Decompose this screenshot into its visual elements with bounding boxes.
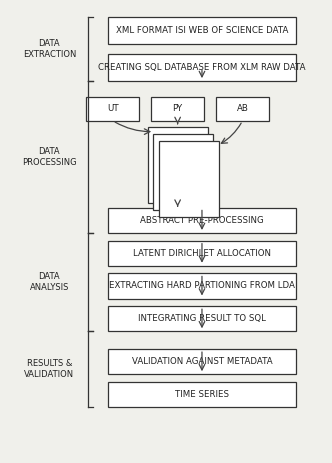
FancyBboxPatch shape — [108, 382, 296, 407]
FancyBboxPatch shape — [108, 273, 296, 299]
Text: LATENT DIRICHLET ALLOCATION: LATENT DIRICHLET ALLOCATION — [133, 249, 271, 258]
FancyBboxPatch shape — [108, 17, 296, 44]
FancyBboxPatch shape — [153, 134, 213, 210]
Text: TIME SERIES: TIME SERIES — [175, 390, 229, 399]
Text: ABSTRACT PRE-PROCESSING: ABSTRACT PRE-PROCESSING — [140, 216, 264, 225]
Text: CREATING SQL DATABASE FROM XLM RAW DATA: CREATING SQL DATABASE FROM XLM RAW DATA — [98, 63, 306, 72]
Text: RESULTS &
VALIDATION: RESULTS & VALIDATION — [24, 359, 74, 379]
Text: DATA
ANALYSIS: DATA ANALYSIS — [30, 272, 69, 292]
Text: INTEGRATING RESULT TO SQL: INTEGRATING RESULT TO SQL — [138, 314, 266, 323]
FancyBboxPatch shape — [148, 127, 208, 203]
Text: XML FORMAT ISI WEB OF SCIENCE DATA: XML FORMAT ISI WEB OF SCIENCE DATA — [116, 26, 288, 35]
Text: EXTRACTING HARD PARTIONING FROM LDA: EXTRACTING HARD PARTIONING FROM LDA — [109, 282, 295, 290]
FancyBboxPatch shape — [216, 97, 269, 121]
FancyBboxPatch shape — [108, 240, 296, 266]
FancyBboxPatch shape — [86, 97, 139, 121]
Text: AB: AB — [237, 104, 248, 113]
FancyBboxPatch shape — [108, 54, 296, 81]
Text: UT: UT — [107, 104, 119, 113]
Text: VALIDATION AGAINST METADATA: VALIDATION AGAINST METADATA — [132, 357, 272, 366]
FancyBboxPatch shape — [159, 141, 219, 217]
FancyBboxPatch shape — [151, 97, 205, 121]
Text: PY: PY — [173, 104, 183, 113]
Text: DATA
EXTRACTION: DATA EXTRACTION — [23, 39, 76, 59]
Text: DATA
PROCESSING: DATA PROCESSING — [22, 147, 77, 167]
FancyBboxPatch shape — [108, 306, 296, 332]
FancyBboxPatch shape — [108, 208, 296, 233]
FancyBboxPatch shape — [108, 349, 296, 375]
